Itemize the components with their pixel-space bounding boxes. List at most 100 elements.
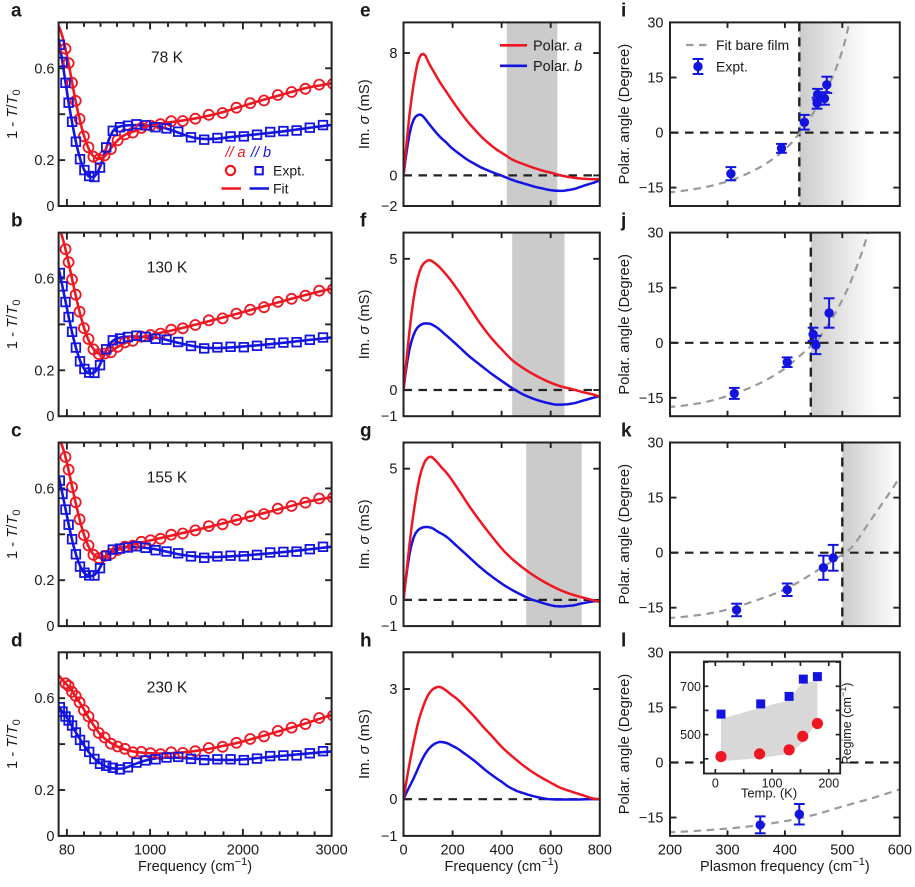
svg-text:Polar. a: Polar. a <box>533 38 582 54</box>
svg-text:0.6: 0.6 <box>34 691 54 707</box>
svg-text:0: 0 <box>389 168 397 184</box>
svg-text:600: 600 <box>539 843 563 859</box>
svg-text:2000: 2000 <box>227 843 259 859</box>
svg-text:8: 8 <box>389 46 397 62</box>
svg-text:i: i <box>621 0 626 21</box>
svg-text:k: k <box>621 421 632 442</box>
svg-text:30: 30 <box>647 15 663 31</box>
svg-text:80: 80 <box>59 843 75 859</box>
svg-text:Frequency (cm−1): Frequency (cm−1) <box>445 856 559 875</box>
svg-text:200: 200 <box>440 843 464 859</box>
svg-text:−15: −15 <box>639 811 664 827</box>
svg-text:0.6: 0.6 <box>34 61 54 77</box>
svg-text:j: j <box>620 211 626 232</box>
svg-text:e: e <box>360 0 371 21</box>
svg-text:400: 400 <box>489 843 513 859</box>
svg-text:Im. σ (mS): Im. σ (mS) <box>357 289 373 359</box>
svg-text:800: 800 <box>588 843 612 859</box>
svg-text:0.2: 0.2 <box>34 363 54 379</box>
svg-text:−15: −15 <box>639 181 664 197</box>
svg-text:Polar. angle (Degree): Polar. angle (Degree) <box>617 254 633 395</box>
svg-text:a: a <box>11 0 22 21</box>
svg-text:// a: // a <box>224 145 245 161</box>
svg-text:15: 15 <box>647 71 663 87</box>
svg-text:Regime (cm−1): Regime (cm−1) <box>838 683 854 765</box>
svg-text:155 K: 155 K <box>147 470 188 487</box>
svg-text:c: c <box>11 421 22 442</box>
svg-text:Expt.: Expt. <box>273 163 305 179</box>
svg-text:0: 0 <box>399 843 407 859</box>
svg-text:Polar. angle (Degree): Polar. angle (Degree) <box>617 674 633 815</box>
svg-text:1 - T/T0: 1 - T/T0 <box>5 719 23 769</box>
svg-text:−15: −15 <box>639 601 664 617</box>
svg-text:200: 200 <box>658 843 682 859</box>
svg-text:700: 700 <box>680 680 701 694</box>
svg-text:−1: −1 <box>381 829 398 845</box>
svg-text:0: 0 <box>46 619 54 635</box>
svg-text:Polar. angle (Degree): Polar. angle (Degree) <box>617 44 633 185</box>
svg-text:−15: −15 <box>639 391 664 407</box>
svg-text:15: 15 <box>647 281 663 297</box>
svg-text:1 - T/T0: 1 - T/T0 <box>5 300 23 350</box>
svg-text:Temp. (K): Temp. (K) <box>741 786 797 801</box>
svg-text:1 - T/T0: 1 - T/T0 <box>5 509 23 559</box>
svg-text:Im. σ (mS): Im. σ (mS) <box>357 79 373 149</box>
svg-text:3000: 3000 <box>315 843 347 859</box>
svg-text:Im. σ (mS): Im. σ (mS) <box>357 499 373 569</box>
svg-text:1 - T/T0: 1 - T/T0 <box>5 89 23 139</box>
svg-text:0: 0 <box>389 792 397 808</box>
svg-text:200: 200 <box>818 777 839 791</box>
svg-text:400: 400 <box>773 843 797 859</box>
svg-text:0: 0 <box>655 336 663 352</box>
svg-text:230 K: 230 K <box>147 679 188 696</box>
svg-text:3: 3 <box>389 682 397 698</box>
svg-text:f: f <box>360 211 367 232</box>
svg-text:d: d <box>11 630 23 651</box>
svg-text:Expt.: Expt. <box>716 59 748 75</box>
svg-text:0.6: 0.6 <box>34 481 54 497</box>
svg-text:b: b <box>11 211 23 232</box>
svg-text:0: 0 <box>655 126 663 142</box>
svg-text:Im. σ (mS): Im. σ (mS) <box>357 709 373 779</box>
svg-text:−1: −1 <box>381 409 398 425</box>
svg-text:0: 0 <box>46 199 54 215</box>
svg-text:Fit bare film: Fit bare film <box>716 37 789 53</box>
svg-text:500: 500 <box>830 843 854 859</box>
svg-text:1000: 1000 <box>134 843 166 859</box>
svg-text:300: 300 <box>715 843 739 859</box>
svg-text:Fit: Fit <box>273 181 289 197</box>
svg-text:−1: −1 <box>381 619 398 635</box>
svg-text:0: 0 <box>655 546 663 562</box>
svg-text:−2: −2 <box>381 199 398 215</box>
svg-text:0: 0 <box>389 593 397 609</box>
svg-text:78 K: 78 K <box>151 49 184 66</box>
svg-text:0.2: 0.2 <box>34 783 54 799</box>
svg-text:0: 0 <box>46 829 54 845</box>
svg-text:g: g <box>360 421 372 442</box>
svg-text:Frequency (cm−1): Frequency (cm−1) <box>138 856 252 875</box>
svg-text:0.2: 0.2 <box>34 153 54 169</box>
svg-text:0.6: 0.6 <box>34 272 54 288</box>
svg-text:5: 5 <box>389 462 397 478</box>
svg-text:500: 500 <box>680 728 701 742</box>
svg-text:Polar. angle (Degree): Polar. angle (Degree) <box>617 464 633 605</box>
svg-text:30: 30 <box>647 226 663 242</box>
svg-text:Plasmon frequency (cm−1): Plasmon frequency (cm−1) <box>700 856 870 875</box>
svg-text:0: 0 <box>712 777 719 791</box>
svg-text:100: 100 <box>762 777 783 791</box>
svg-text:30: 30 <box>647 645 663 661</box>
svg-text:15: 15 <box>647 700 663 716</box>
svg-text:30: 30 <box>647 436 663 452</box>
svg-text:130 K: 130 K <box>147 260 188 277</box>
svg-text:600: 600 <box>888 843 912 859</box>
svg-text:0: 0 <box>389 383 397 399</box>
svg-text:0: 0 <box>655 756 663 772</box>
svg-text:Polar. b: Polar. b <box>533 59 582 75</box>
svg-text:// b: // b <box>250 145 271 161</box>
svg-text:5: 5 <box>389 252 397 268</box>
svg-text:0: 0 <box>46 409 54 425</box>
svg-text:15: 15 <box>647 491 663 507</box>
svg-text:l: l <box>621 630 626 651</box>
svg-text:0.2: 0.2 <box>34 573 54 589</box>
svg-text:h: h <box>360 630 372 651</box>
